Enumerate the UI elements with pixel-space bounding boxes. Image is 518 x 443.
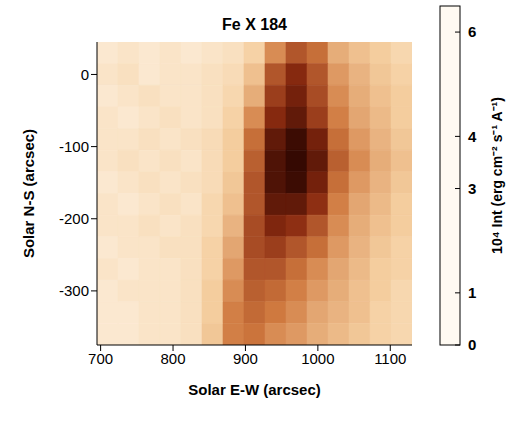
- svg-text:10⁴ Int (erg cm⁻² s⁻¹ A⁻¹): 10⁴ Int (erg cm⁻² s⁻¹ A⁻¹): [489, 97, 505, 254]
- svg-text:0: 0: [468, 336, 476, 353]
- svg-text:Solar E-W (arcsec): Solar E-W (arcsec): [188, 381, 321, 398]
- svg-text:4: 4: [468, 128, 477, 145]
- svg-text:0: 0: [81, 66, 89, 83]
- svg-text:3: 3: [468, 180, 476, 197]
- svg-text:1: 1: [468, 284, 476, 301]
- svg-text:900: 900: [233, 350, 258, 367]
- svg-text:Solar N-S (arcsec): Solar N-S (arcsec): [20, 129, 37, 258]
- html-text:Fe X 184: Fe X 184: [222, 16, 287, 33]
- svg-text:1000: 1000: [301, 350, 334, 367]
- svg-text:6: 6: [468, 23, 476, 40]
- svg-text:700: 700: [88, 350, 113, 367]
- svg-text:800: 800: [161, 350, 186, 367]
- svg-text:-100: -100: [59, 138, 89, 155]
- svg-text:-300: -300: [59, 282, 89, 299]
- svg-text:1100: 1100: [374, 350, 406, 367]
- svg-text:-200: -200: [59, 210, 89, 227]
